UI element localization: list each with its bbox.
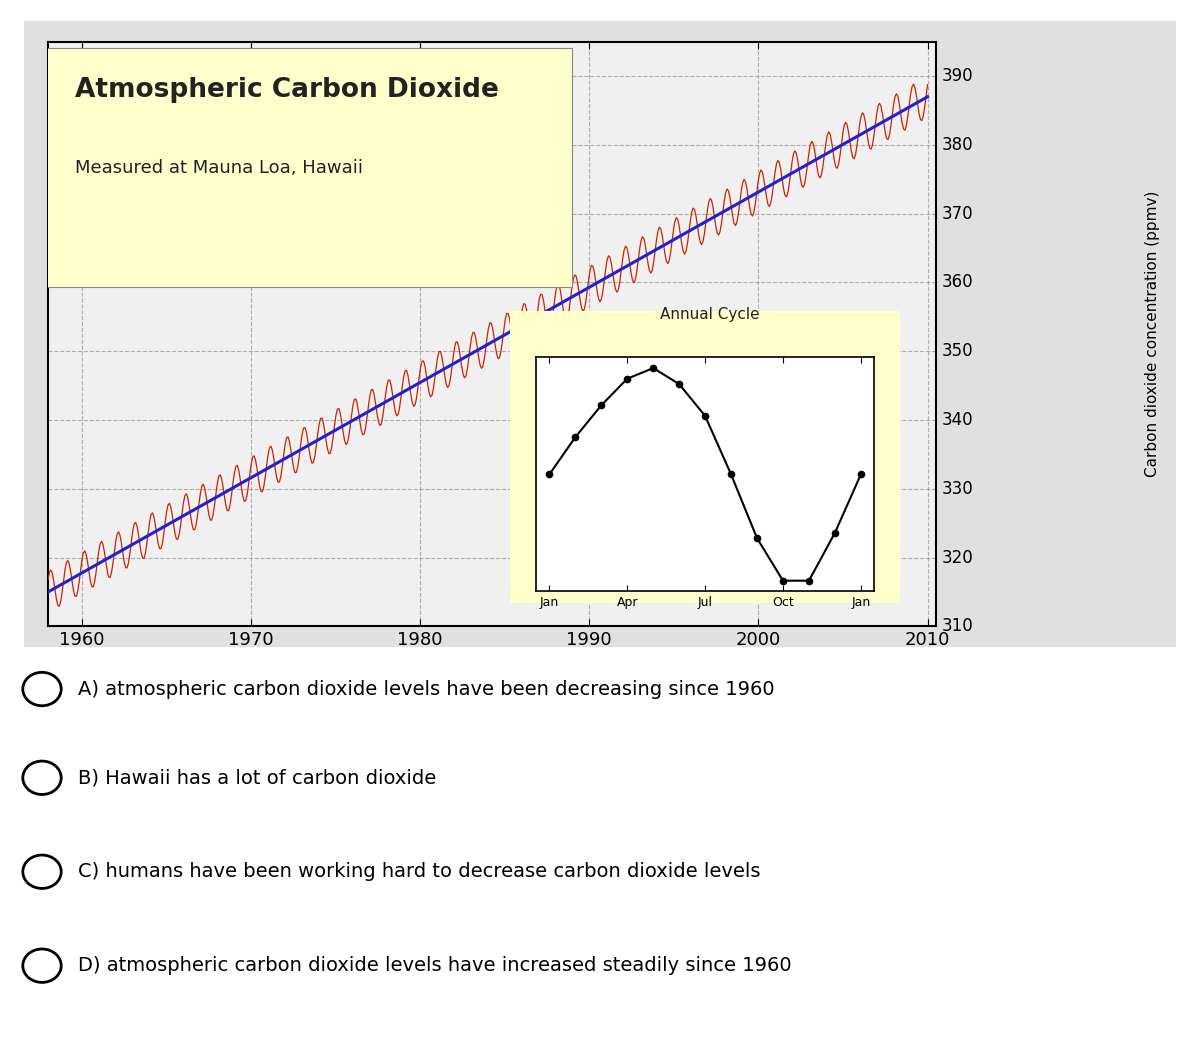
Text: 350: 350: [942, 342, 973, 360]
Text: 370: 370: [942, 205, 973, 222]
Text: 310: 310: [942, 617, 973, 636]
Text: C) humans have been working hard to decrease carbon dioxide levels: C) humans have been working hard to decr…: [78, 862, 761, 881]
FancyBboxPatch shape: [40, 48, 572, 287]
Text: Measured at Mauna Loa, Hawaii: Measured at Mauna Loa, Hawaii: [74, 159, 362, 176]
Text: B) Hawaii has a lot of carbon dioxide: B) Hawaii has a lot of carbon dioxide: [78, 768, 437, 787]
Text: A) atmospheric carbon dioxide levels have been decreasing since 1960: A) atmospheric carbon dioxide levels hav…: [78, 680, 775, 698]
Text: Carbon dioxide concentration (ppmv): Carbon dioxide concentration (ppmv): [1145, 191, 1159, 477]
Text: Atmospheric Carbon Dioxide: Atmospheric Carbon Dioxide: [74, 77, 498, 103]
Text: 330: 330: [942, 480, 973, 498]
Text: 390: 390: [942, 67, 973, 86]
Text: 340: 340: [942, 411, 973, 429]
Text: 360: 360: [942, 274, 973, 291]
Text: D) atmospheric carbon dioxide levels have increased steadily since 1960: D) atmospheric carbon dioxide levels hav…: [78, 956, 792, 975]
Text: Annual Cycle: Annual Cycle: [660, 307, 760, 323]
FancyBboxPatch shape: [510, 311, 900, 603]
Text: 320: 320: [942, 548, 973, 567]
Text: 380: 380: [942, 136, 973, 153]
